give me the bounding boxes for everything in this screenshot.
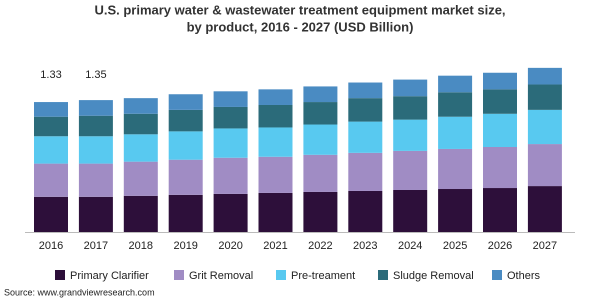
x-tick-label: 2024 bbox=[398, 240, 422, 252]
bar-segment bbox=[393, 189, 428, 232]
bar-segment bbox=[78, 115, 113, 137]
bar-segment bbox=[348, 121, 383, 153]
bar-segment bbox=[168, 159, 203, 195]
bar-segment bbox=[483, 113, 517, 148]
bar-segment bbox=[303, 86, 338, 103]
bar-segment bbox=[258, 89, 293, 105]
legend-swatch bbox=[55, 270, 65, 280]
bar-segment bbox=[483, 147, 517, 189]
bar-segment bbox=[303, 191, 338, 232]
bar-segment bbox=[258, 127, 293, 157]
bar-segment bbox=[303, 154, 338, 192]
bar-segment bbox=[213, 193, 248, 232]
bar-segment bbox=[348, 82, 383, 99]
x-tick-label: 2027 bbox=[533, 240, 557, 252]
legend-swatch bbox=[492, 270, 502, 280]
bar-segment bbox=[527, 186, 562, 232]
bar-segment bbox=[348, 98, 383, 122]
bar-segment bbox=[258, 104, 293, 128]
bar-segment bbox=[348, 152, 383, 191]
bar-segment bbox=[78, 136, 113, 164]
bar-segment bbox=[438, 75, 473, 93]
legend-label: Sludge Removal bbox=[393, 270, 474, 282]
bar-segment bbox=[123, 134, 158, 162]
legend-label: Primary Clarifier bbox=[70, 270, 149, 282]
bar-segment bbox=[258, 192, 293, 232]
bar-segment bbox=[483, 72, 517, 90]
legend-label: Grit Removal bbox=[189, 270, 253, 282]
bar-segment bbox=[168, 131, 203, 160]
x-tick-label: 2023 bbox=[353, 240, 377, 252]
bar-segment bbox=[34, 136, 68, 164]
bar-segment bbox=[258, 156, 293, 193]
bar-segment bbox=[34, 116, 68, 137]
legend-label: Pre-treament bbox=[291, 270, 355, 282]
bar-segment bbox=[303, 124, 338, 155]
bar-segment bbox=[168, 109, 203, 132]
bar-segment bbox=[393, 96, 428, 120]
x-tick-label: 2025 bbox=[443, 240, 467, 252]
total-label: 1.33 bbox=[40, 69, 61, 81]
x-tick-label: 2026 bbox=[488, 240, 512, 252]
x-tick-label: 2016 bbox=[39, 240, 63, 252]
bar-segment bbox=[527, 144, 562, 187]
x-tick-label: 2017 bbox=[84, 240, 108, 252]
bar-segment bbox=[123, 98, 158, 114]
bar-segment bbox=[438, 92, 473, 117]
x-tick-label: 2018 bbox=[129, 240, 153, 252]
bar-segment bbox=[123, 113, 158, 135]
bar-segment bbox=[213, 91, 248, 107]
chart-title: by product, 2016 - 2027 (USD Billion) bbox=[187, 19, 414, 34]
bar-segment bbox=[123, 195, 158, 232]
bar-segment bbox=[438, 189, 473, 232]
bar-segment bbox=[213, 128, 248, 158]
bar-segment bbox=[123, 161, 158, 196]
bar-segment bbox=[527, 67, 562, 85]
bar-segment bbox=[393, 150, 428, 190]
bar-segment bbox=[527, 84, 562, 110]
x-tick-label: 2022 bbox=[308, 240, 332, 252]
bar-segment bbox=[168, 194, 203, 232]
legend-swatch bbox=[378, 270, 388, 280]
bar-segment bbox=[168, 94, 203, 110]
x-tick-label: 2019 bbox=[173, 240, 197, 252]
chart-title: U.S. primary water & wastewater treatmen… bbox=[94, 2, 505, 17]
legend-label: Others bbox=[507, 270, 541, 282]
x-tick-label: 2021 bbox=[263, 240, 287, 252]
bar-segment bbox=[393, 79, 428, 97]
bar-segment bbox=[213, 106, 248, 129]
bar-segment bbox=[34, 163, 68, 197]
bar-segment bbox=[348, 190, 383, 232]
legend-swatch bbox=[174, 270, 184, 280]
bar-segment bbox=[303, 102, 338, 125]
bar-segment bbox=[78, 196, 113, 232]
legend-swatch bbox=[276, 270, 286, 280]
bar-segment bbox=[438, 116, 473, 149]
bar-segment bbox=[438, 148, 473, 190]
bar-segment bbox=[393, 119, 428, 151]
source: Source: www.grandviewresearch.com bbox=[4, 287, 155, 297]
x-tick-label: 2020 bbox=[218, 240, 242, 252]
bar-segment bbox=[34, 102, 68, 117]
bar-segment bbox=[527, 109, 562, 145]
bar-segment bbox=[213, 157, 248, 194]
bar-segment bbox=[483, 188, 517, 232]
bar-segment bbox=[78, 100, 113, 116]
total-label: 1.35 bbox=[85, 69, 106, 81]
bar-segment bbox=[483, 89, 517, 114]
bar-segment bbox=[78, 163, 113, 197]
bar-segment bbox=[34, 196, 68, 232]
